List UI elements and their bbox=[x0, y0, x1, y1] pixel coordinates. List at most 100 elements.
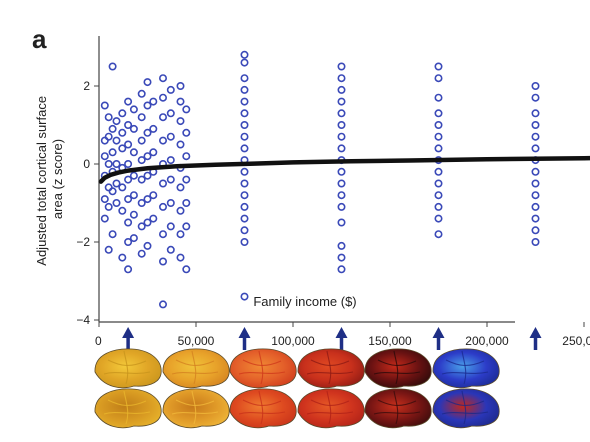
data-point bbox=[434, 214, 443, 223]
data-point bbox=[143, 195, 152, 204]
data-point bbox=[149, 191, 158, 200]
data-point bbox=[166, 156, 175, 165]
data-point bbox=[118, 128, 127, 137]
data-point bbox=[337, 202, 346, 211]
data-point bbox=[137, 113, 146, 122]
data-point bbox=[118, 144, 127, 153]
data-point bbox=[143, 101, 152, 110]
data-point bbox=[337, 253, 346, 262]
data-point bbox=[159, 257, 168, 266]
data-point bbox=[159, 179, 168, 188]
data-point bbox=[166, 109, 175, 118]
x-tick-label: 0 bbox=[95, 334, 102, 348]
data-point bbox=[240, 214, 249, 223]
data-point bbox=[337, 144, 346, 153]
data-point bbox=[531, 132, 540, 141]
brain-map-225000-top bbox=[364, 348, 432, 389]
data-point bbox=[337, 132, 346, 141]
data-point bbox=[240, 50, 249, 59]
data-point bbox=[112, 136, 121, 145]
data-point bbox=[182, 175, 191, 184]
data-point bbox=[337, 241, 346, 250]
y-tick-label: −2 bbox=[76, 235, 90, 249]
y-axis-ticks: −4 −2 0 2 bbox=[76, 79, 99, 327]
data-point bbox=[129, 124, 138, 133]
data-point bbox=[240, 58, 249, 67]
data-point bbox=[176, 117, 185, 126]
data-point bbox=[129, 210, 138, 219]
data-point bbox=[337, 265, 346, 274]
data-point bbox=[337, 109, 346, 118]
data-point bbox=[143, 152, 152, 161]
data-point bbox=[176, 206, 185, 215]
income-arrow bbox=[432, 327, 445, 350]
x-tick-label: 250,000 bbox=[562, 334, 590, 348]
data-point bbox=[124, 175, 133, 184]
brain-map-125000-top bbox=[229, 348, 297, 389]
data-point bbox=[166, 175, 175, 184]
data-point bbox=[159, 74, 168, 83]
data-point bbox=[108, 187, 117, 196]
brain-map-175000-top bbox=[297, 348, 365, 389]
data-point bbox=[149, 148, 158, 157]
data-point bbox=[182, 128, 191, 137]
data-point bbox=[129, 105, 138, 114]
brain-maps bbox=[94, 348, 500, 429]
data-point bbox=[118, 253, 127, 262]
data-point bbox=[434, 121, 443, 130]
data-point bbox=[124, 121, 133, 130]
data-point bbox=[240, 191, 249, 200]
data-point bbox=[129, 234, 138, 243]
data-point bbox=[337, 218, 346, 227]
data-point bbox=[100, 101, 109, 110]
data-point bbox=[112, 199, 121, 208]
x-tick-label: 100,000 bbox=[271, 334, 315, 348]
y-tick-label: 2 bbox=[83, 79, 90, 93]
data-point bbox=[124, 160, 133, 169]
data-point bbox=[240, 226, 249, 235]
data-point bbox=[337, 74, 346, 83]
x-tick-label: 200,000 bbox=[465, 334, 509, 348]
brain-map-75000-top bbox=[162, 348, 230, 389]
brain-map-225000-bottom bbox=[364, 388, 432, 429]
data-point bbox=[176, 230, 185, 239]
data-point bbox=[337, 167, 346, 176]
data-point bbox=[124, 238, 133, 247]
data-point bbox=[434, 167, 443, 176]
data-point bbox=[124, 97, 133, 106]
fit-curve bbox=[98, 155, 590, 184]
data-point bbox=[176, 183, 185, 192]
income-arrows bbox=[122, 327, 542, 350]
income-arrow bbox=[122, 327, 135, 350]
data-point bbox=[159, 113, 168, 122]
data-point bbox=[143, 171, 152, 180]
data-point bbox=[531, 109, 540, 118]
data-point bbox=[176, 140, 185, 149]
data-point bbox=[108, 148, 117, 157]
data-point bbox=[129, 171, 138, 180]
data-point bbox=[100, 195, 109, 204]
data-point bbox=[176, 97, 185, 106]
data-point bbox=[159, 300, 168, 309]
data-point bbox=[434, 179, 443, 188]
data-point bbox=[124, 195, 133, 204]
data-point bbox=[166, 222, 175, 231]
y-tick-label: 0 bbox=[83, 157, 90, 171]
brain-map-175000-bottom bbox=[297, 388, 365, 429]
data-point bbox=[129, 191, 138, 200]
data-point bbox=[531, 82, 540, 91]
data-point bbox=[434, 93, 443, 102]
data-point bbox=[143, 241, 152, 250]
data-point bbox=[104, 113, 113, 122]
data-point bbox=[166, 85, 175, 94]
data-point bbox=[434, 132, 443, 141]
data-point bbox=[143, 218, 152, 227]
data-point bbox=[434, 74, 443, 83]
data-point bbox=[149, 124, 158, 133]
data-point bbox=[240, 202, 249, 211]
y-axis-title-line-1: Adjusted total cortical surface bbox=[34, 96, 49, 266]
data-point bbox=[159, 230, 168, 239]
x-axis-title: Family income ($) bbox=[253, 294, 356, 309]
data-point bbox=[182, 199, 191, 208]
